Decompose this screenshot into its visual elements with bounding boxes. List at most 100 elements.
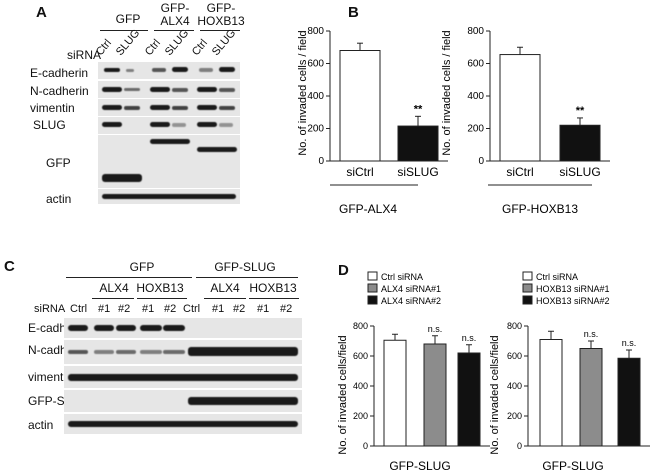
bar xyxy=(617,357,641,447)
row-label-vimentin: vimentin xyxy=(28,370,73,384)
significance-label: n.s. xyxy=(622,338,637,348)
y-tick-label: 800 xyxy=(507,321,522,331)
blot-strip-e-cadherin xyxy=(98,62,240,79)
subgroup-alx4: ALX4 xyxy=(210,281,240,295)
blot-band xyxy=(150,122,170,127)
sirna-label: siRNA xyxy=(34,303,66,315)
y-tick-label: 600 xyxy=(353,351,368,361)
blot-band xyxy=(172,67,188,72)
lane-label: #2 xyxy=(280,303,293,315)
group-underline xyxy=(92,298,134,299)
row-label-n-cadherin: N-cadherin xyxy=(30,84,89,98)
row-label-e-cadherin: E-cadherin xyxy=(30,66,89,80)
y-tick-label: 200 xyxy=(353,411,368,421)
blot-band xyxy=(163,325,185,331)
blot-band xyxy=(124,88,140,91)
x-group-label: GFP-SLUG xyxy=(389,459,450,473)
bar xyxy=(383,339,407,447)
chart-d-alx4: No. of invaded cells/field GFP-SLUG 0 200… xyxy=(337,271,490,473)
row-label-gfp: GFP xyxy=(46,156,71,170)
group-underline xyxy=(200,30,240,31)
y-tick-label: 400 xyxy=(353,381,368,391)
row-label-actin: actin xyxy=(46,192,72,206)
lane-label: #1 xyxy=(98,303,111,315)
x-tick-label: siSLUG xyxy=(559,165,600,179)
blot-band xyxy=(102,87,122,92)
group-underline xyxy=(154,30,194,31)
group-underline xyxy=(137,298,187,299)
blot-band xyxy=(150,87,170,92)
blot-band xyxy=(199,68,213,72)
y-tick-label: 0 xyxy=(517,441,522,451)
lane-label: #1 xyxy=(142,303,155,315)
sirna-label: siRNA xyxy=(67,48,102,62)
bar xyxy=(539,339,563,447)
y-tick-label: 200 xyxy=(467,124,484,135)
blot-band xyxy=(102,105,122,110)
y-tick-label: 800 xyxy=(307,26,324,37)
blot-band xyxy=(68,350,88,354)
blot-band xyxy=(219,88,235,92)
blot-band xyxy=(94,325,114,331)
legend-label: ALX4 siRNA#1 xyxy=(381,284,441,294)
bar xyxy=(579,348,603,447)
bar xyxy=(339,50,381,162)
y-tick-label: 800 xyxy=(467,26,484,37)
blot-band xyxy=(124,106,140,110)
blot-band xyxy=(68,374,298,381)
y-tick-label: 400 xyxy=(507,381,522,391)
bar xyxy=(423,343,447,447)
y-tick-label: 800 xyxy=(353,321,368,331)
x-tick-label: siCtrl xyxy=(346,165,373,179)
lane-label: #1 xyxy=(257,303,270,315)
blot-band xyxy=(163,350,185,354)
y-tick-label: 400 xyxy=(307,91,324,102)
y-tick-label: 600 xyxy=(507,351,522,361)
bar xyxy=(397,125,439,162)
significance-label: ** xyxy=(576,105,585,117)
y-axis-label: No. of invaded cells/field xyxy=(489,335,501,454)
legend-swatch xyxy=(367,271,378,281)
group-underline xyxy=(204,298,246,299)
y-tick-label: 0 xyxy=(318,156,324,167)
legend-swatch xyxy=(522,271,533,281)
group-underline xyxy=(66,277,192,278)
legend-swatch xyxy=(367,283,378,293)
lane-label: #2 xyxy=(164,303,177,315)
blot-band xyxy=(188,397,298,405)
subgroup-alx4: ALX4 xyxy=(99,281,129,295)
blot-band xyxy=(102,194,236,199)
significance-label: n.s. xyxy=(462,333,477,343)
row-label-vimentin: vimentin xyxy=(30,101,75,115)
y-tick-label: 0 xyxy=(478,156,484,167)
blot-band xyxy=(219,123,233,127)
panel-label-d: D xyxy=(338,262,349,279)
legend-label: Ctrl siRNA xyxy=(381,272,423,282)
legend-label: ALX4 siRNA#2 xyxy=(381,296,441,306)
group-header-gfp-alx4: GFP- ALX4 xyxy=(160,1,190,28)
y-axis-label: No. of invaded cells / field xyxy=(441,30,453,155)
subgroup-hoxb13: HOXB13 xyxy=(136,281,184,295)
lane-label: #1 xyxy=(212,303,225,315)
blot-band xyxy=(197,87,217,92)
bar xyxy=(499,54,541,162)
significance-label: n.s. xyxy=(584,329,599,339)
legend-label: Ctrl siRNA xyxy=(536,272,578,282)
legend-label: HOXB13 siRNA#1 xyxy=(536,284,610,294)
group-header-gfp-hoxb13: GFP- HOXB13 xyxy=(197,1,245,28)
group-underline xyxy=(196,277,298,278)
significance-label: ** xyxy=(414,103,423,115)
y-tick-label: 600 xyxy=(467,59,484,70)
blot-band xyxy=(104,68,120,72)
chart-d-hoxb13: No. of invaded cells/field GFP-SLUG 0 200… xyxy=(489,271,650,473)
blot-band xyxy=(172,106,188,110)
group-underline xyxy=(100,30,148,31)
panel-label-c: C xyxy=(4,258,15,275)
blot-band xyxy=(68,421,298,427)
x-tick-label: siSLUG xyxy=(397,165,438,179)
bar xyxy=(457,352,481,447)
y-tick-label: 0 xyxy=(363,441,368,451)
blot-band xyxy=(150,139,190,144)
group-header-gfp-slug: GFP-SLUG xyxy=(214,260,276,274)
